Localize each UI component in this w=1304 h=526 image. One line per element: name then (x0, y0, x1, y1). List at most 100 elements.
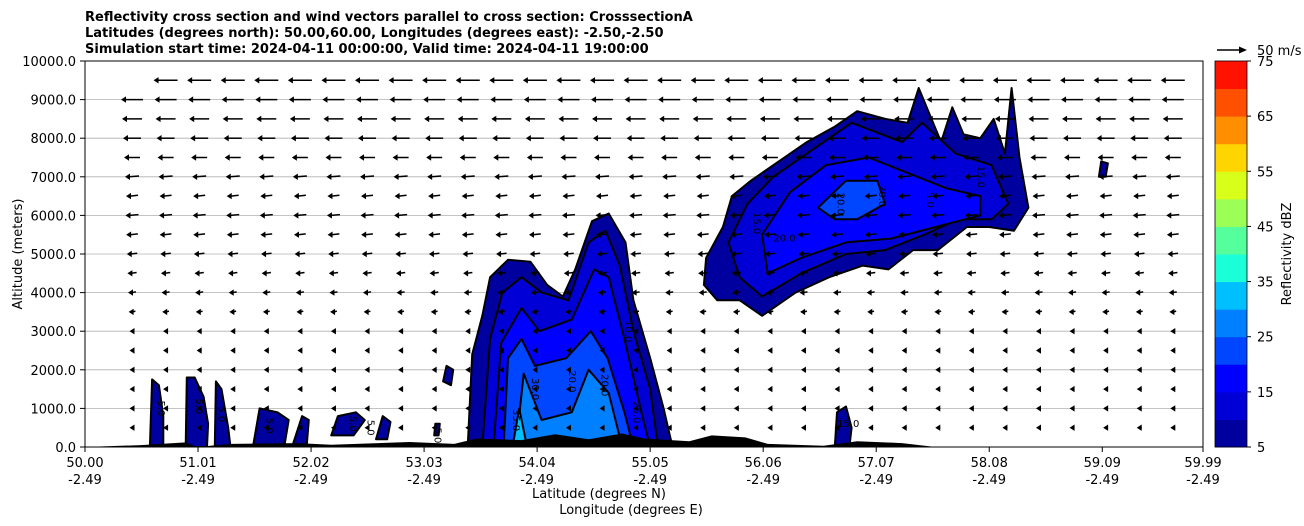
wind-arrowhead (393, 173, 399, 180)
wind-arrowhead (563, 270, 569, 277)
wind-arrowhead (633, 385, 639, 393)
wind-arrow (936, 252, 944, 255)
wind-arrowhead (1060, 77, 1066, 84)
wind-arrowhead (1028, 115, 1034, 123)
wind-arrowhead (631, 289, 637, 296)
reflectivity-cell (833, 405, 853, 447)
wind-arrowhead (494, 212, 500, 219)
wind-arrowhead (1067, 270, 1073, 277)
wind-arrowhead (666, 385, 672, 393)
wind-arrowhead (864, 212, 870, 219)
wind-arrowhead (1068, 308, 1074, 316)
wind-arrow (230, 233, 239, 236)
wind-arrowhead (360, 173, 366, 180)
wind-arrow (1035, 213, 1046, 217)
wind-arrowhead (660, 135, 666, 142)
wind-arrowhead (834, 366, 840, 373)
wind-arrowhead (398, 424, 404, 431)
wind-arrow (398, 233, 407, 236)
wind-arrowhead (431, 347, 437, 354)
wind-arrowhead (765, 289, 771, 296)
wind-arrowhead (630, 250, 636, 258)
wind-arrowhead (590, 77, 596, 84)
wind-arrowhead (153, 77, 159, 84)
wind-arrowhead (159, 231, 165, 238)
wind-arrowhead (1160, 77, 1166, 84)
wind-arrowhead (596, 250, 602, 258)
wind-arrowhead (632, 308, 638, 316)
wind-arrowhead (230, 385, 236, 393)
wind-arrowhead (397, 308, 403, 316)
wind-arrowhead (194, 270, 200, 277)
wind-arrowhead (998, 212, 1004, 219)
wind-arrowhead (1062, 115, 1068, 123)
wind-arrowhead (1170, 366, 1176, 373)
wind-arrowhead (1170, 405, 1176, 412)
wind-arrow (432, 194, 441, 197)
wind-arrowhead (126, 250, 132, 258)
wind-arrowhead (364, 366, 370, 373)
wind-arrow (734, 194, 743, 197)
colorbar-segment (1215, 61, 1247, 90)
wind-arrowhead (763, 212, 769, 219)
wind-arrow (801, 194, 810, 197)
wind-arrowhead (935, 328, 941, 335)
wind-arrowhead (356, 96, 362, 103)
x-tick-label-lon: -2.49 (859, 473, 893, 488)
wind-arrowhead (931, 212, 937, 219)
wind-arrowhead (159, 192, 165, 200)
wind-arrowhead (564, 289, 570, 296)
terrain-shape (85, 433, 1203, 447)
wind-arrowhead (999, 231, 1005, 238)
wind-arrowhead (696, 192, 702, 200)
wind-arrowhead (834, 405, 840, 412)
wind-arrowhead (700, 366, 706, 373)
wind-arrow (331, 194, 340, 197)
x-tick-label-lat: 58.08 (971, 456, 1008, 471)
wind-arrow (163, 213, 173, 217)
wind-arrow (800, 213, 811, 217)
wind-arrowhead (598, 308, 604, 316)
wind-arrowhead (498, 405, 504, 412)
wind-arrowhead (724, 77, 730, 84)
y-tick-label: 2000.0 (31, 364, 77, 379)
reflectivity-cell (514, 368, 624, 447)
wind-arrowhead (1002, 328, 1008, 335)
wind-arrowhead (530, 270, 536, 277)
wind-arrowhead (759, 115, 765, 123)
wind-arrow (935, 213, 945, 217)
wind-arrowhead (129, 385, 135, 393)
wind-arrowhead (1030, 154, 1036, 161)
wind-arrow (834, 213, 844, 217)
wind-arrow (398, 194, 407, 197)
wind-arrowhead (263, 405, 269, 412)
wind-arrow (129, 213, 139, 217)
wind-arrowhead (196, 385, 202, 393)
wind-arrow (532, 213, 542, 217)
wind-arrowhead (362, 270, 368, 277)
wind-arrowhead (867, 308, 873, 316)
wind-arrow (298, 252, 306, 255)
wind-arrowhead (1103, 385, 1109, 393)
wind-arrowhead (327, 231, 333, 238)
wind-arrowhead (129, 366, 135, 373)
wind-arrow (398, 213, 408, 217)
wind-arrowhead (461, 231, 467, 238)
wind-arrowhead (188, 96, 194, 103)
wind-arrowhead (968, 405, 974, 412)
wind-arrowhead (288, 96, 294, 103)
wind-arrowhead (196, 405, 202, 412)
wind-arrowhead (330, 366, 336, 373)
wind-arrowhead (896, 154, 902, 161)
wind-arrowhead (659, 115, 665, 123)
x-tick-label-lon: -2.49 (407, 473, 441, 488)
wind-arrowhead (532, 405, 538, 412)
wind-arrowhead (796, 173, 802, 180)
wind-arrow (633, 233, 642, 236)
wind-arrowhead (657, 77, 663, 84)
wind-arrowhead (457, 115, 463, 123)
wind-arrowhead (692, 115, 698, 123)
wind-arrowhead (1131, 154, 1137, 161)
wind-arrowhead (263, 366, 269, 373)
wind-arrowhead (398, 405, 404, 412)
